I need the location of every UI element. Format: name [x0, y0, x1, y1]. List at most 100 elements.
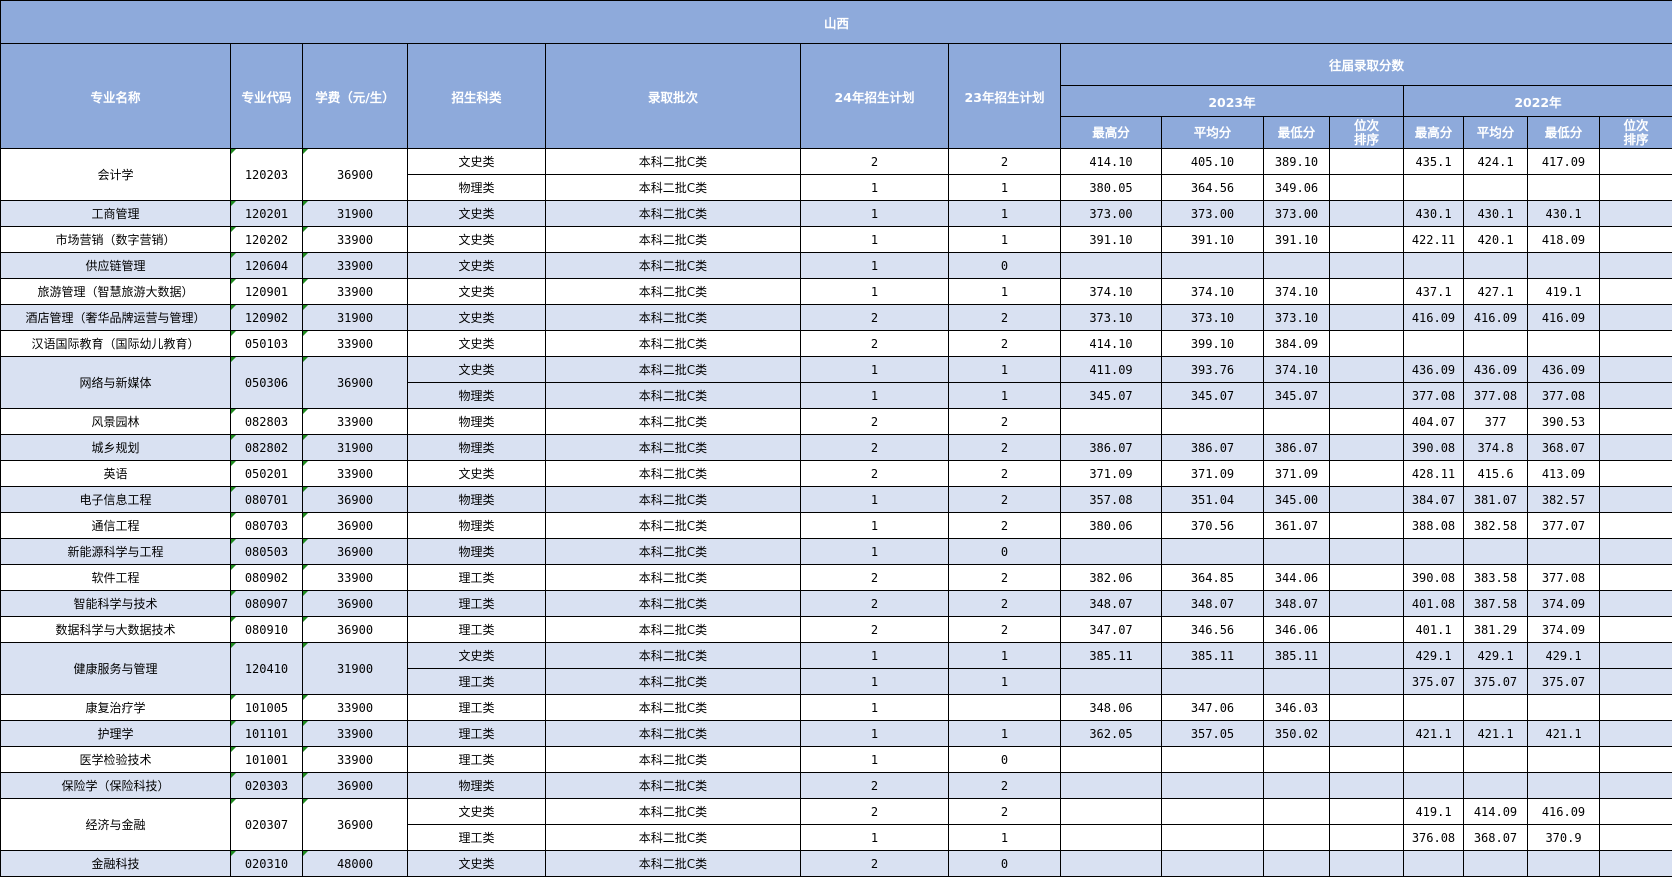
score-2022-min-cell[interactable] [1527, 538, 1600, 565]
plan-2023-cell[interactable]: 2 [948, 434, 1061, 461]
score-2022-avg-cell[interactable]: 387.58 [1463, 590, 1528, 617]
score-2023-avg-cell[interactable] [1161, 850, 1264, 877]
score-2022-avg-cell[interactable] [1463, 694, 1528, 721]
score-2023-max-cell[interactable]: 385.11 [1060, 642, 1162, 669]
score-2023-rank-cell[interactable] [1329, 486, 1404, 513]
score-2022-max-cell[interactable]: 437.1 [1403, 278, 1464, 305]
score-2022-max-cell[interactable]: 390.08 [1403, 434, 1464, 461]
score-2023-rank-cell[interactable] [1329, 226, 1404, 253]
score-2023-min-cell[interactable]: 350.02 [1263, 720, 1330, 747]
subject-cell[interactable]: 理工类 [407, 746, 546, 773]
score-2022-min-cell[interactable] [1527, 850, 1600, 877]
subject-cell[interactable]: 理工类 [407, 720, 546, 747]
plan-2023-cell[interactable]: 2 [948, 486, 1061, 513]
tuition-fee-cell[interactable]: 31900 [302, 642, 408, 695]
score-2023-min-cell[interactable]: 346.03 [1263, 694, 1330, 721]
subject-cell[interactable]: 物理类 [407, 408, 546, 435]
subject-cell[interactable]: 理工类 [407, 564, 546, 591]
score-2022-max-cell[interactable] [1403, 538, 1464, 565]
score-2022-avg-cell[interactable]: 377 [1463, 408, 1528, 435]
score-2022-min-cell[interactable]: 390.53 [1527, 408, 1600, 435]
tuition-fee-cell[interactable]: 33900 [302, 746, 408, 773]
plan-2023-cell[interactable]: 2 [948, 590, 1061, 617]
score-2022-rank-cell[interactable] [1599, 330, 1672, 357]
score-2022-max-cell[interactable]: 388.08 [1403, 512, 1464, 539]
batch-cell[interactable]: 本科二批C类 [545, 720, 801, 747]
score-2023-min-cell[interactable]: 344.06 [1263, 564, 1330, 591]
score-2022-rank-cell[interactable] [1599, 694, 1672, 721]
score-2022-min-cell[interactable] [1527, 746, 1600, 773]
plan-2024-cell[interactable]: 1 [800, 252, 949, 279]
score-2022-avg-cell[interactable]: 414.09 [1463, 798, 1528, 825]
score-2023-avg-cell[interactable]: 385.11 [1161, 642, 1264, 669]
score-2023-rank-cell[interactable] [1329, 174, 1404, 201]
subject-cell[interactable]: 物理类 [407, 486, 546, 513]
tuition-fee-cell[interactable]: 36900 [302, 486, 408, 513]
subject-cell[interactable]: 理工类 [407, 694, 546, 721]
major-name-cell[interactable]: 网络与新媒体 [0, 356, 231, 409]
score-2023-min-cell[interactable]: 345.00 [1263, 486, 1330, 513]
score-2023-avg-cell[interactable]: 357.05 [1161, 720, 1264, 747]
score-2022-max-cell[interactable]: 384.07 [1403, 486, 1464, 513]
batch-cell[interactable]: 本科二批C类 [545, 434, 801, 461]
score-2022-min-cell[interactable] [1527, 174, 1600, 201]
major-code-cell[interactable]: 020303 [230, 772, 303, 799]
score-2023-rank-cell[interactable] [1329, 720, 1404, 747]
score-2022-rank-cell[interactable] [1599, 746, 1672, 773]
score-2023-max-cell[interactable]: 357.08 [1060, 486, 1162, 513]
score-2022-min-cell[interactable]: 377.08 [1527, 382, 1600, 409]
score-2023-rank-cell[interactable] [1329, 824, 1404, 851]
major-name-cell[interactable]: 数据科学与大数据技术 [0, 616, 231, 643]
batch-cell[interactable]: 本科二批C类 [545, 564, 801, 591]
batch-cell[interactable]: 本科二批C类 [545, 798, 801, 825]
plan-2024-cell[interactable]: 1 [800, 746, 949, 773]
batch-cell[interactable]: 本科二批C类 [545, 616, 801, 643]
major-name-cell[interactable]: 智能科学与技术 [0, 590, 231, 617]
plan-2023-cell[interactable]: 1 [948, 720, 1061, 747]
plan-2023-cell[interactable]: 2 [948, 460, 1061, 487]
score-2022-max-cell[interactable]: 419.1 [1403, 798, 1464, 825]
score-2022-max-cell[interactable] [1403, 174, 1464, 201]
plan-2024-cell[interactable]: 1 [800, 720, 949, 747]
score-2022-max-cell[interactable]: 416.09 [1403, 304, 1464, 331]
score-2022-max-cell[interactable] [1403, 850, 1464, 877]
tuition-fee-cell[interactable]: 33900 [302, 408, 408, 435]
score-2023-max-cell[interactable]: 411.09 [1060, 356, 1162, 383]
score-2023-avg-cell[interactable] [1161, 538, 1264, 565]
subject-cell[interactable]: 物理类 [407, 174, 546, 201]
subject-cell[interactable]: 文史类 [407, 850, 546, 877]
score-2022-min-cell[interactable]: 370.9 [1527, 824, 1600, 851]
score-2023-min-cell[interactable]: 374.10 [1263, 356, 1330, 383]
score-2022-avg-cell[interactable]: 381.29 [1463, 616, 1528, 643]
score-2023-rank-cell[interactable] [1329, 460, 1404, 487]
score-2022-min-cell[interactable]: 377.07 [1527, 512, 1600, 539]
score-2022-max-cell[interactable] [1403, 772, 1464, 799]
score-2022-max-cell[interactable]: 422.11 [1403, 226, 1464, 253]
tuition-fee-cell[interactable]: 36900 [302, 590, 408, 617]
tuition-fee-cell[interactable]: 31900 [302, 200, 408, 227]
tuition-fee-cell[interactable]: 33900 [302, 252, 408, 279]
plan-2024-cell[interactable]: 2 [800, 304, 949, 331]
major-name-cell[interactable]: 金融科技 [0, 850, 231, 877]
tuition-fee-cell[interactable]: 33900 [302, 720, 408, 747]
batch-cell[interactable]: 本科二批C类 [545, 538, 801, 565]
score-2023-avg-cell[interactable]: 391.10 [1161, 226, 1264, 253]
plan-2024-cell[interactable]: 2 [800, 616, 949, 643]
score-2023-rank-cell[interactable] [1329, 564, 1404, 591]
score-2022-max-cell[interactable] [1403, 746, 1464, 773]
major-code-cell[interactable]: 020310 [230, 850, 303, 877]
major-code-cell[interactable]: 082802 [230, 434, 303, 461]
plan-2024-cell[interactable]: 2 [800, 434, 949, 461]
plan-2023-cell[interactable]: 2 [948, 304, 1061, 331]
plan-2023-cell[interactable]: 1 [948, 278, 1061, 305]
score-2023-min-cell[interactable] [1263, 850, 1330, 877]
subject-cell[interactable]: 理工类 [407, 590, 546, 617]
score-2023-min-cell[interactable]: 371.09 [1263, 460, 1330, 487]
score-2022-max-cell[interactable]: 436.09 [1403, 356, 1464, 383]
score-2023-min-cell[interactable] [1263, 252, 1330, 279]
major-name-cell[interactable]: 酒店管理（奢华品牌运营与管理） [0, 304, 231, 331]
score-2022-min-cell[interactable]: 368.07 [1527, 434, 1600, 461]
plan-2024-cell[interactable]: 1 [800, 668, 949, 695]
subject-cell[interactable]: 理工类 [407, 824, 546, 851]
score-2022-max-cell[interactable]: 377.08 [1403, 382, 1464, 409]
